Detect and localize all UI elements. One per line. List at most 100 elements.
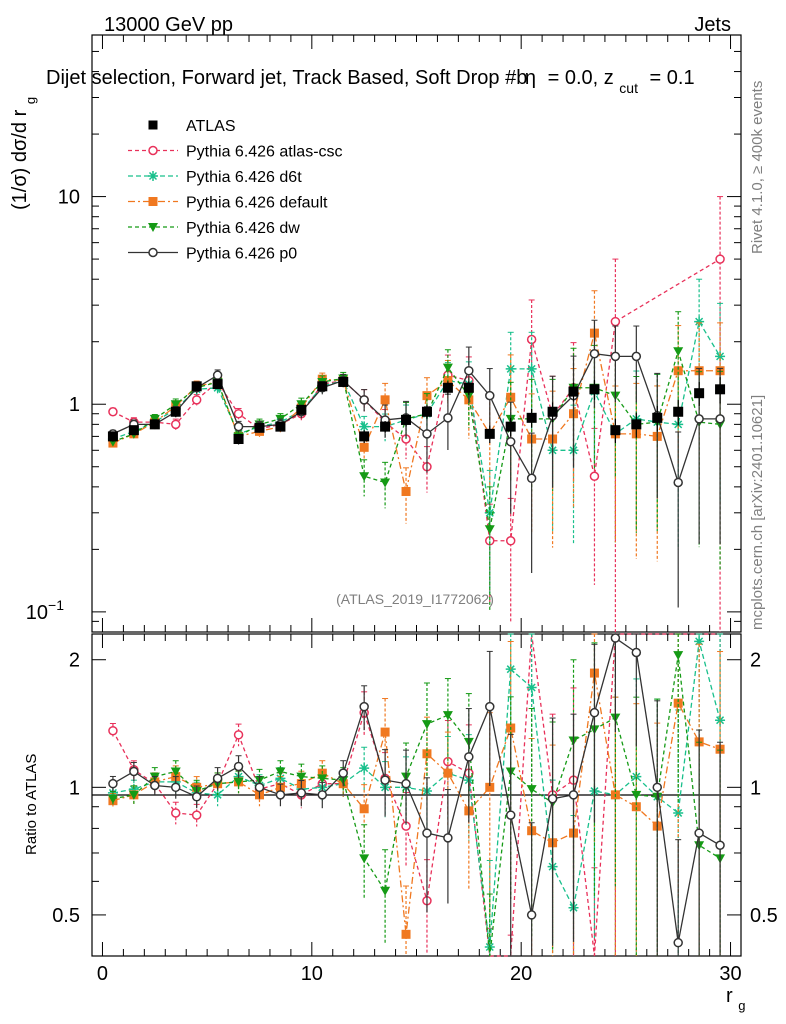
ratio-point [108,778,118,789]
ratio-point [191,810,202,820]
ratio-point [652,782,663,793]
ratio-point [233,730,244,740]
x-tick-label: 0 [97,963,108,985]
ratio-point [568,790,579,800]
legend-marker-atlas_csc [148,145,158,156]
legend-label-atlas_csc: Pythia 6.426 atlas-csc [186,144,343,161]
legend-label-d6t: Pythia 6.426 d6t [186,169,302,186]
ratio-point [296,788,307,798]
plot-title-sub: cut [619,80,638,96]
series-p0 [108,319,725,956]
ratio-point [631,802,641,812]
series-line-main [112,353,721,485]
atlas-data-point [526,412,537,423]
atlas-data-point [401,414,412,425]
ratio-point [170,808,181,818]
atlas-data-point [673,406,684,417]
data-point [359,421,370,432]
data-point [673,366,683,376]
ratio-point [673,698,683,708]
ratio-point [526,682,537,693]
legend-marker-d6t [148,171,158,181]
ratio-point [673,807,684,818]
data-point [610,316,621,327]
atlas-data-point [631,419,642,430]
ratio-point [694,828,704,838]
atlas-data-point [421,406,432,417]
data-point [673,477,683,488]
x-tick-label: 10 [301,963,323,985]
ratio-point [547,793,558,804]
ratio-point [380,775,390,785]
ratio-point [422,828,432,838]
ratio-point [191,792,202,802]
atlas-data-point [547,406,558,417]
data-point [212,370,223,380]
ratio-point [443,833,453,843]
ratio-point [485,701,495,712]
ratio-point [275,790,286,800]
ratio-point [317,774,328,784]
legend-marker-atlas [148,120,158,130]
data-point [589,471,600,481]
atlas-data-point [296,404,307,415]
data-point [715,414,725,424]
series-line-ratio [112,641,721,948]
y-tick-label: 10 [58,187,80,209]
data-point [233,421,244,432]
y-tick-label: 10−1 [26,597,64,624]
atlas-data-point [568,386,579,397]
atlas-data-point [610,425,621,436]
ratio-point [401,929,411,939]
x-axis-label-text: r [726,985,733,1007]
ratio-point [673,937,683,948]
data-point [359,472,370,482]
ratio-point [485,782,495,792]
legend-marker-p0 [148,247,158,258]
legend-label-atlas: ATLAS [186,118,236,135]
series-line-main [112,348,721,530]
ratio-point [464,752,474,762]
data-point [359,442,369,452]
data-point [694,316,705,327]
ratio-point [170,782,181,793]
ratio-point [380,886,391,896]
data-point [380,395,390,405]
ratio-point [128,784,139,795]
data-point [715,351,726,362]
atlas-data-point [380,421,391,432]
data-point [505,536,516,546]
ratio-point [359,854,370,864]
ratio-y-axis-label: Ratio to ATLAS [23,754,40,855]
atlas-data-point [212,379,223,390]
process-label: Jets [694,14,731,36]
ratio-point [129,766,139,777]
series-atlas_csc [108,196,725,957]
ratio-point [401,778,411,789]
atlas-data-point [275,421,286,432]
plot-title-main: Dijet selection, Forward jet, Track Base… [46,67,527,89]
atlas-data-point [107,431,118,442]
ratio-point [233,761,244,772]
atlas-data-point [317,381,328,392]
data-point [589,349,600,359]
data-point [442,363,453,373]
atlas-data-point [170,406,181,417]
main-y-axis-label-sub: g [23,97,38,104]
data-point [401,486,411,496]
legend-marker-default [148,197,158,206]
data-point [170,419,181,430]
ratio-point [380,727,390,737]
ratio-point [296,772,307,782]
data-point [422,429,432,439]
ratio-point [442,711,453,721]
plot-title-eta: η [525,67,536,89]
plot-title: Dijet selection, Forward jet, Track Base… [46,67,695,98]
atlas-data-point [359,431,370,442]
atlas-data-point [254,422,265,433]
ratio-point [108,725,118,736]
main-y-axis-label-text: (1/σ) dσ/d r [9,109,31,210]
ratio-point [526,785,537,795]
series-d6t [107,278,726,956]
